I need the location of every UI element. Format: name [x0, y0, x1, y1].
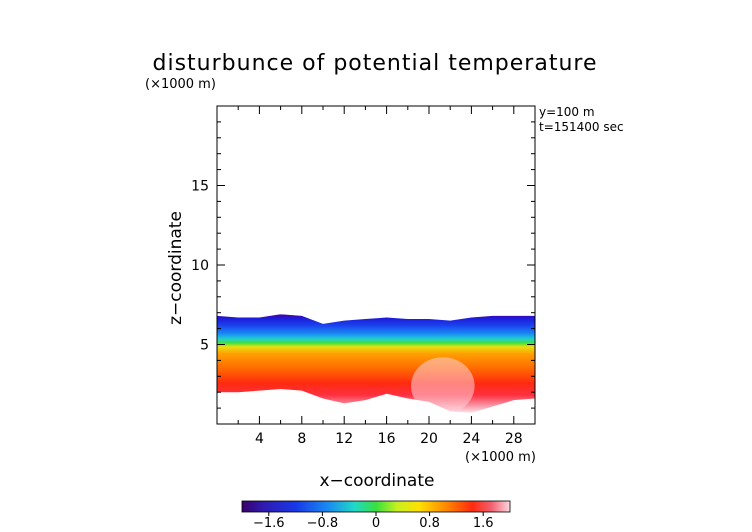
colorbar	[241, 500, 511, 513]
colorbar-tick-label: 1.6	[473, 516, 494, 531]
y-axis-label: z−coordinate	[166, 211, 186, 325]
x-tick-label: 28	[505, 431, 523, 447]
y-tick-label: 10	[191, 258, 209, 274]
title-unit: (×1000 m)	[145, 77, 216, 92]
chart-title: disturbunce of potential temperature	[153, 51, 598, 76]
annotation-y: y=100 m	[539, 105, 595, 119]
x-axis-label: x−coordinate	[320, 471, 435, 491]
y-tick-label: 5	[200, 338, 209, 354]
data-field	[217, 314, 535, 413]
y-tick-label: 15	[191, 179, 209, 195]
colorbar-tick-label: −1.6	[253, 516, 285, 531]
field-shading	[217, 314, 535, 413]
x-axis-unit: (×1000 m)	[465, 450, 536, 465]
x-tick-label: 24	[462, 431, 480, 447]
x-tick-label: 16	[378, 431, 396, 447]
field-hotspot	[410, 357, 475, 413]
colorbar-tick-label: 0	[372, 516, 380, 531]
colorbar-tick-label: −0.8	[307, 516, 339, 531]
annotation-t: t=151400 sec	[539, 120, 624, 134]
x-tick-label: 4	[255, 431, 264, 447]
x-tick-label: 20	[420, 431, 438, 447]
colorbar-tick-label: 0.8	[419, 516, 440, 531]
x-tick-label: 12	[335, 431, 353, 447]
x-tick-label: 8	[297, 431, 306, 447]
